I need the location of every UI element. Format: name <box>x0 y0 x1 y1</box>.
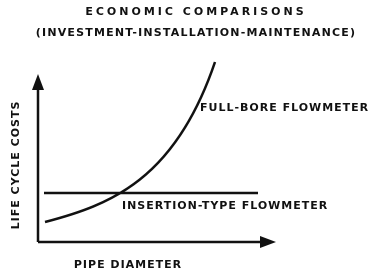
x-arrowhead <box>260 236 276 248</box>
axes <box>36 84 266 244</box>
title-line-2: (INVESTMENT-INSTALLATION-MAINTENANCE) <box>36 26 356 39</box>
y-arrowhead <box>32 74 44 90</box>
curve-label: FULL-BORE FLOWMETER <box>200 101 369 114</box>
curve-label: INSERTION-TYPE FLOWMETER <box>122 199 328 212</box>
full-bore-curve <box>44 61 217 224</box>
y-axis-label: LIFE CYCLE COSTS <box>9 101 22 230</box>
title-line-1: ECONOMIC COMPARISONS <box>85 5 306 18</box>
x-axis-label: PIPE DIAMETER <box>74 258 182 271</box>
